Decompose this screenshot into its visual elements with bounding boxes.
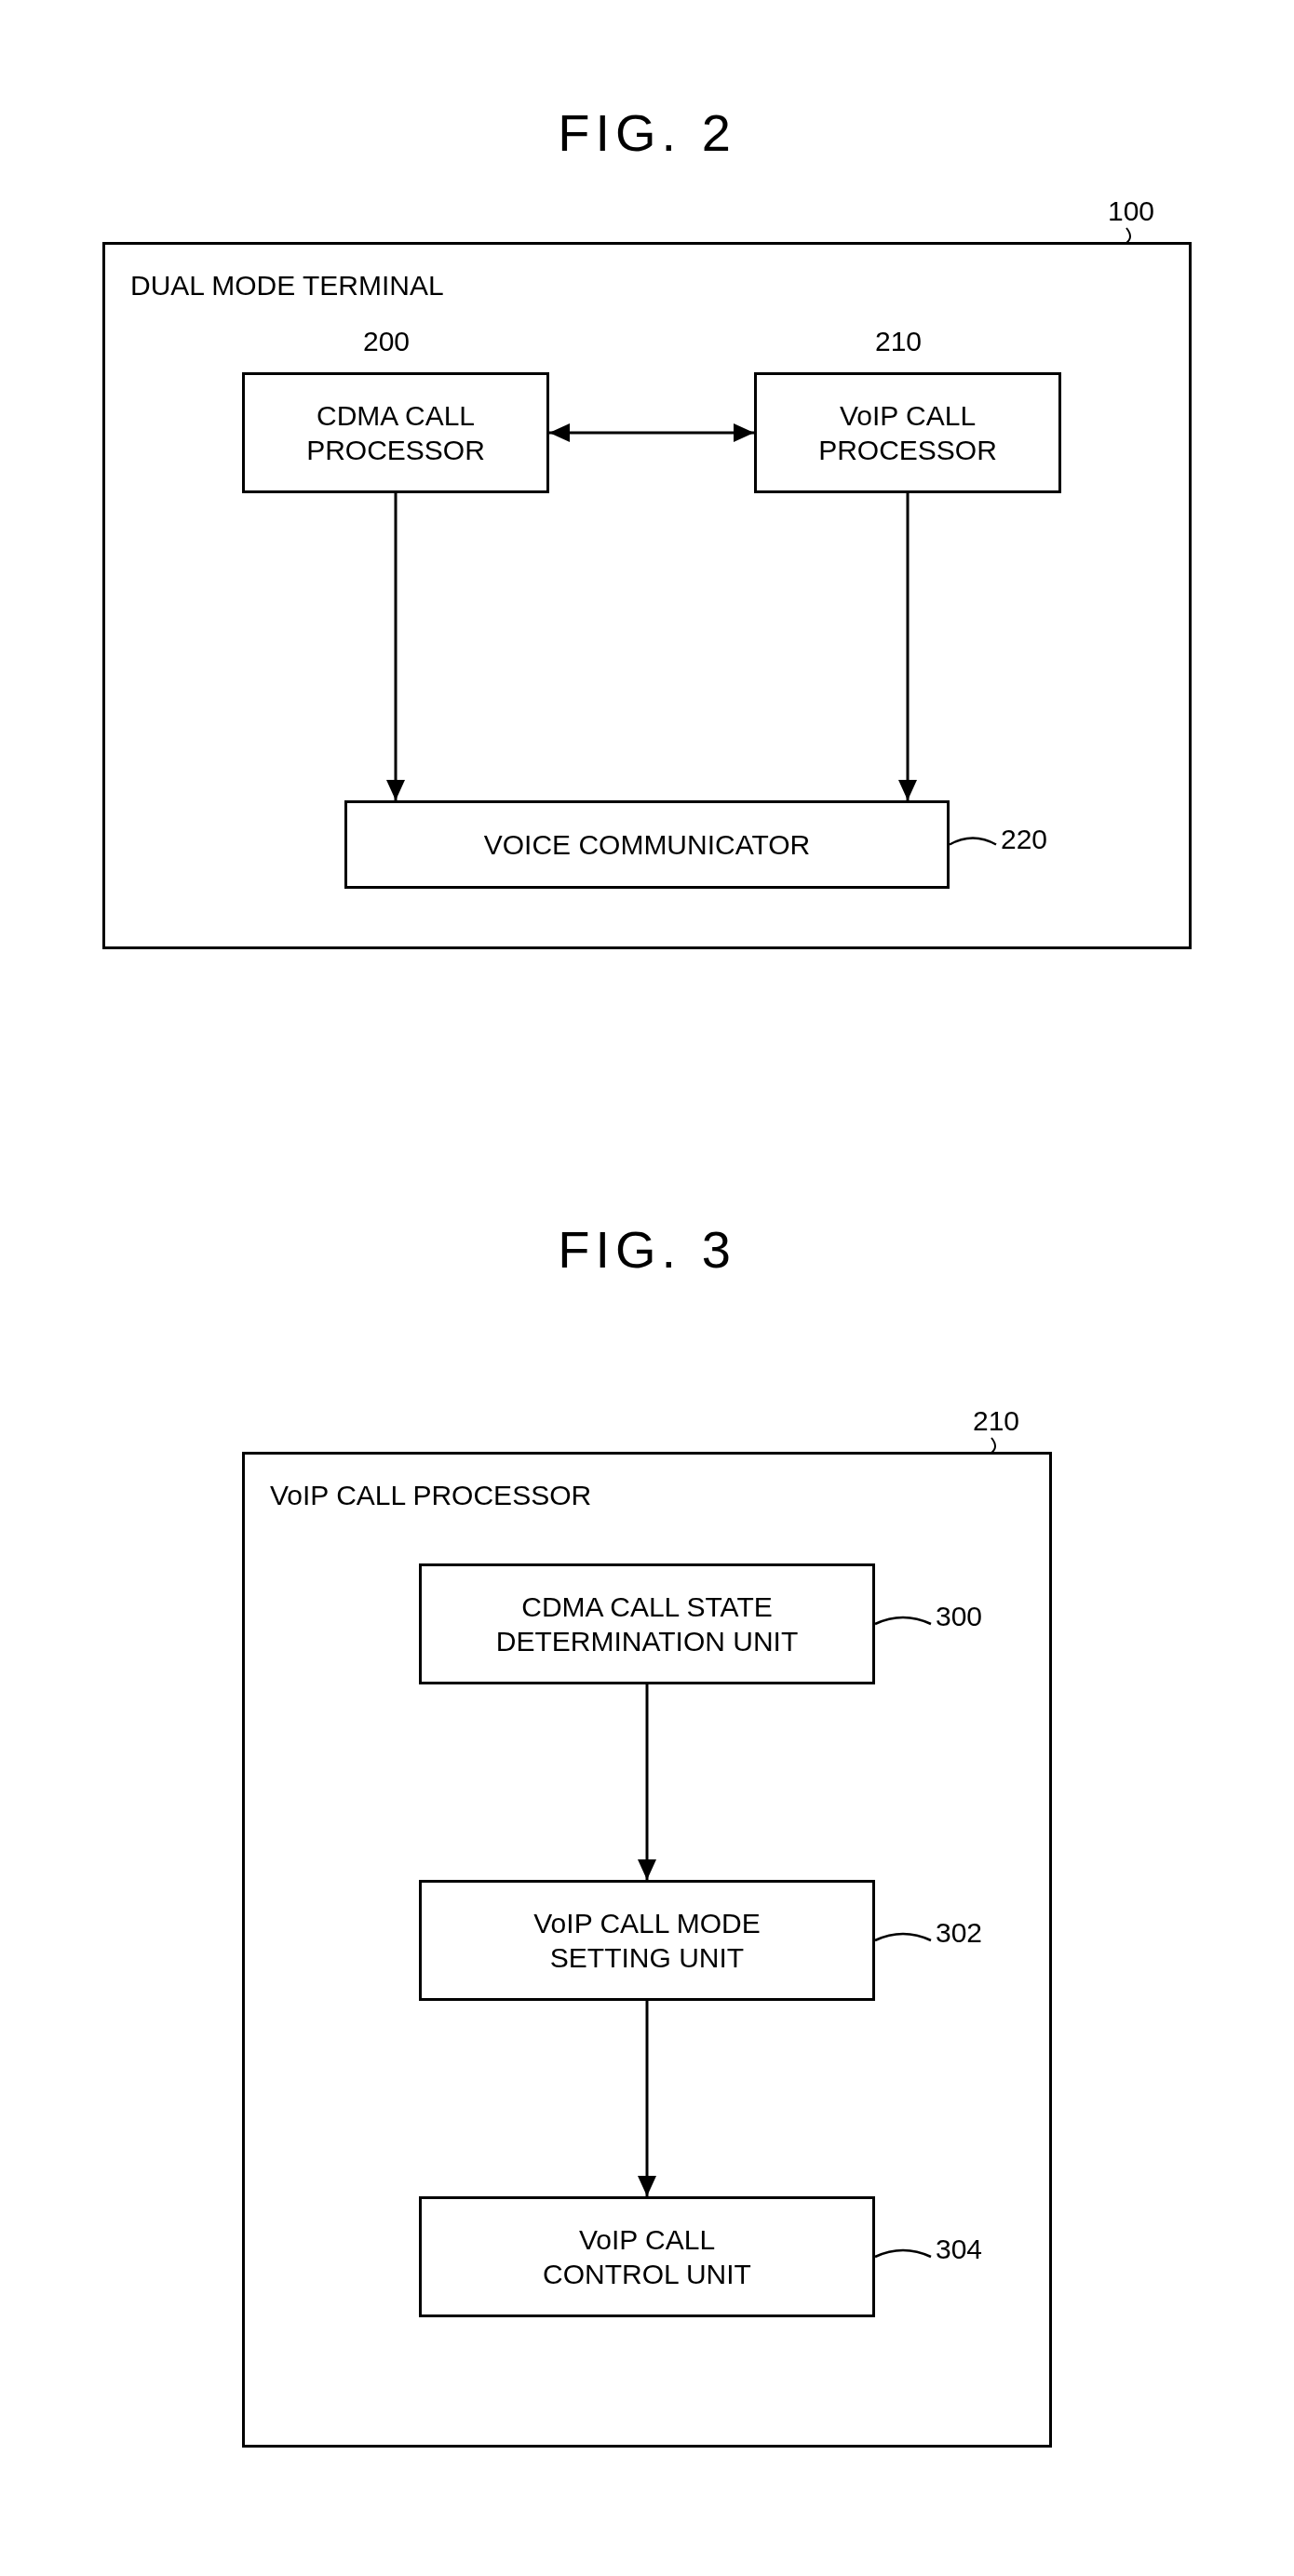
svg-marker-10 [638,2176,656,2196]
